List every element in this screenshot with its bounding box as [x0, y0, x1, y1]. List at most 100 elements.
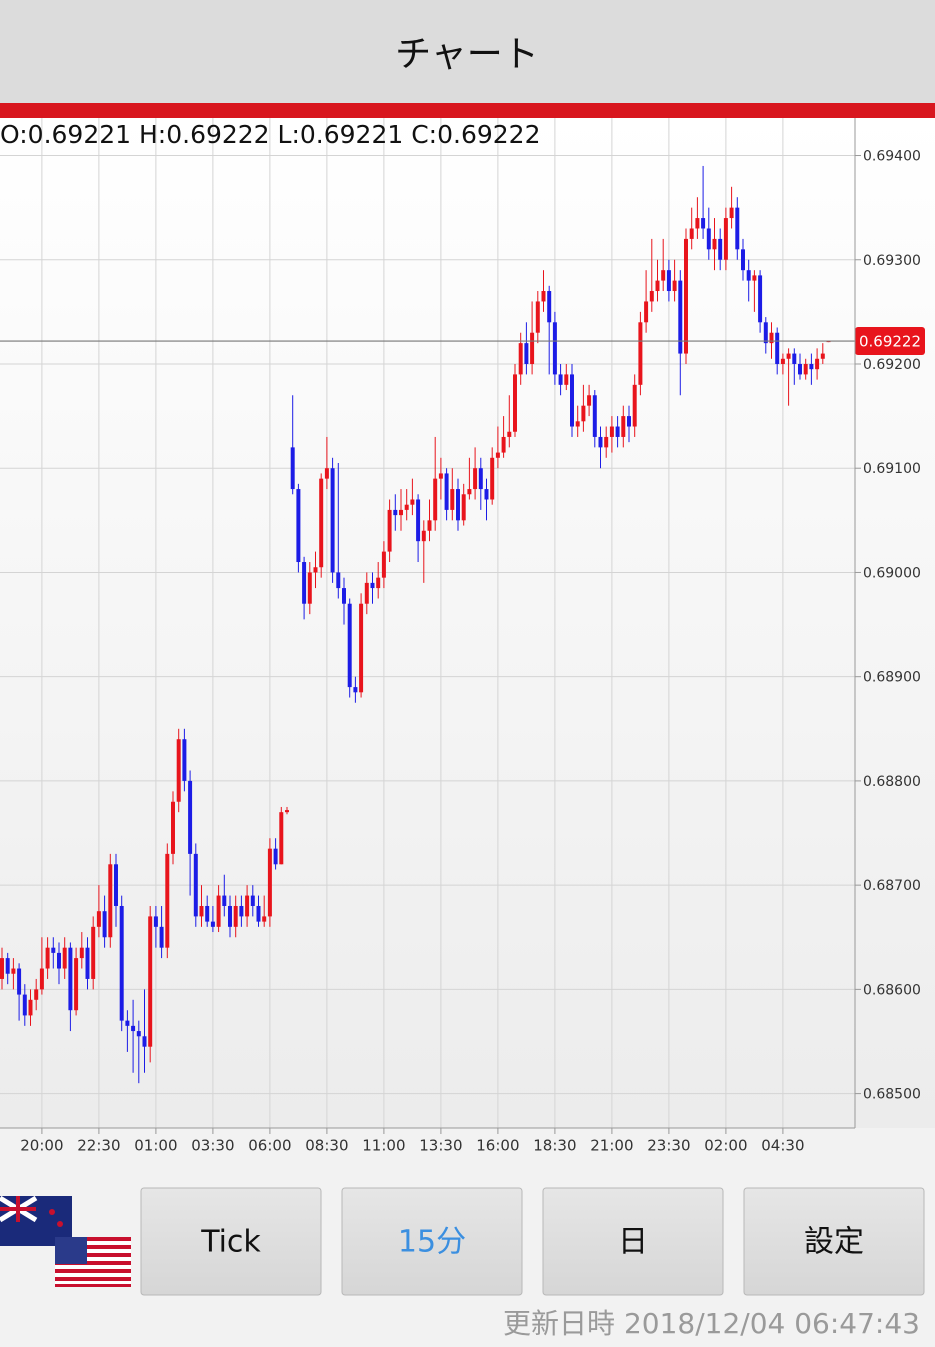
y-tick-label: 0.69000 — [863, 565, 921, 581]
candle-body — [575, 421, 580, 427]
candle-body — [644, 301, 649, 323]
candle-body — [798, 363, 802, 375]
x-tick-label: 23:30 — [647, 1137, 690, 1155]
candle-body — [188, 780, 193, 854]
candle-body — [547, 291, 552, 323]
candle-body — [712, 238, 717, 250]
candle-body — [96, 911, 101, 927]
x-tick-label: 08:30 — [305, 1137, 348, 1155]
current-price-box — [855, 327, 925, 356]
candle-body — [296, 489, 301, 563]
candle-body — [672, 280, 677, 292]
candle-body — [741, 249, 745, 271]
candle-body — [159, 926, 164, 948]
candle-body — [649, 291, 654, 302]
x-tick-label: 20:00 — [20, 1137, 63, 1155]
candle-body — [0, 958, 4, 979]
candle-body — [51, 947, 56, 953]
button-bar: Tick 15分 日 設定 — [140, 1187, 925, 1296]
candle-body — [809, 363, 814, 370]
candle-body — [353, 687, 358, 693]
flag-star — [57, 1221, 63, 1227]
x-tick-label: 18:30 — [533, 1137, 576, 1155]
candle-body — [233, 905, 238, 927]
updated-time: 更新日時 2018/12/04 06:47:43 — [503, 1307, 920, 1340]
candle-body — [216, 895, 221, 927]
candle-body — [535, 301, 540, 333]
button-label[interactable]: 設定 — [804, 1225, 864, 1260]
candle-body — [171, 801, 175, 854]
button-label[interactable]: Tick — [200, 1225, 261, 1260]
candle-body — [381, 551, 386, 578]
chart: 0.68500 0.68600 0.68700 0.68800 0.68900 0.690… — [0, 118, 925, 1155]
candle-body — [228, 905, 232, 927]
candle-body — [820, 353, 825, 359]
candle-body — [638, 322, 643, 385]
x-tick-label: 01:00 — [134, 1137, 177, 1155]
candle-body — [792, 353, 797, 364]
candle-body — [769, 332, 774, 344]
currency-flags[interactable] — [0, 1195, 131, 1287]
y-tick-label: 0.68500 — [863, 1087, 921, 1103]
y-tick-label: 0.68600 — [863, 982, 921, 998]
candle-body — [587, 395, 592, 406]
candle-body — [108, 864, 113, 938]
candle-body — [552, 322, 557, 375]
candle-body — [627, 416, 631, 427]
header-bar — [0, 0, 935, 103]
x-tick-label: 21:00 — [590, 1137, 633, 1155]
candle-body — [364, 582, 369, 604]
candle-body — [165, 853, 170, 948]
candle-body — [319, 478, 324, 568]
candle-body — [370, 582, 375, 589]
candle-body — [570, 374, 574, 427]
button[interactable] — [743, 1187, 925, 1296]
candle-body — [245, 895, 250, 917]
candle-body — [410, 499, 415, 505]
candle-body — [581, 405, 586, 422]
candle-body — [615, 426, 620, 437]
flag-stripes — [55, 1237, 131, 1287]
candle-body — [689, 228, 694, 239]
y-tick-label: 0.69400 — [863, 149, 921, 165]
candle-body — [604, 436, 609, 448]
candle-body — [302, 562, 307, 604]
candle-body — [786, 353, 791, 359]
candle-body — [239, 905, 244, 917]
candle-body — [632, 384, 637, 427]
button-label[interactable]: 日 — [618, 1225, 648, 1260]
candle-body — [210, 921, 215, 927]
x-tick-label: 11:00 — [362, 1137, 405, 1155]
candle-body — [5, 958, 10, 974]
candle-body — [666, 270, 671, 292]
candle-body — [421, 530, 426, 542]
candle-body — [723, 218, 728, 260]
candle-body — [199, 905, 204, 917]
candle-body — [313, 567, 318, 573]
candle-body — [735, 207, 740, 250]
candle-body — [490, 457, 495, 500]
candle-body — [279, 812, 284, 865]
button[interactable] — [140, 1187, 322, 1296]
x-tick-label: 03:30 — [191, 1137, 234, 1155]
candle-body — [438, 473, 443, 479]
candle-body — [148, 916, 153, 1047]
button-label[interactable]: 15分 — [398, 1225, 466, 1260]
candle-body — [684, 238, 688, 354]
candle-body — [621, 416, 626, 437]
candle-body — [729, 207, 734, 219]
y-tick-label: 0.69300 — [863, 253, 921, 269]
button[interactable] — [542, 1187, 724, 1296]
candle-body — [193, 853, 198, 917]
y-tick-label: 0.69200 — [863, 357, 921, 373]
candle-body — [62, 947, 67, 969]
button[interactable] — [341, 1187, 523, 1296]
candle-body — [182, 739, 187, 781]
candle-body — [450, 489, 455, 510]
candle-body — [461, 494, 466, 521]
candle-body — [347, 603, 352, 688]
candle-body — [376, 577, 381, 589]
candle-body — [695, 218, 700, 229]
